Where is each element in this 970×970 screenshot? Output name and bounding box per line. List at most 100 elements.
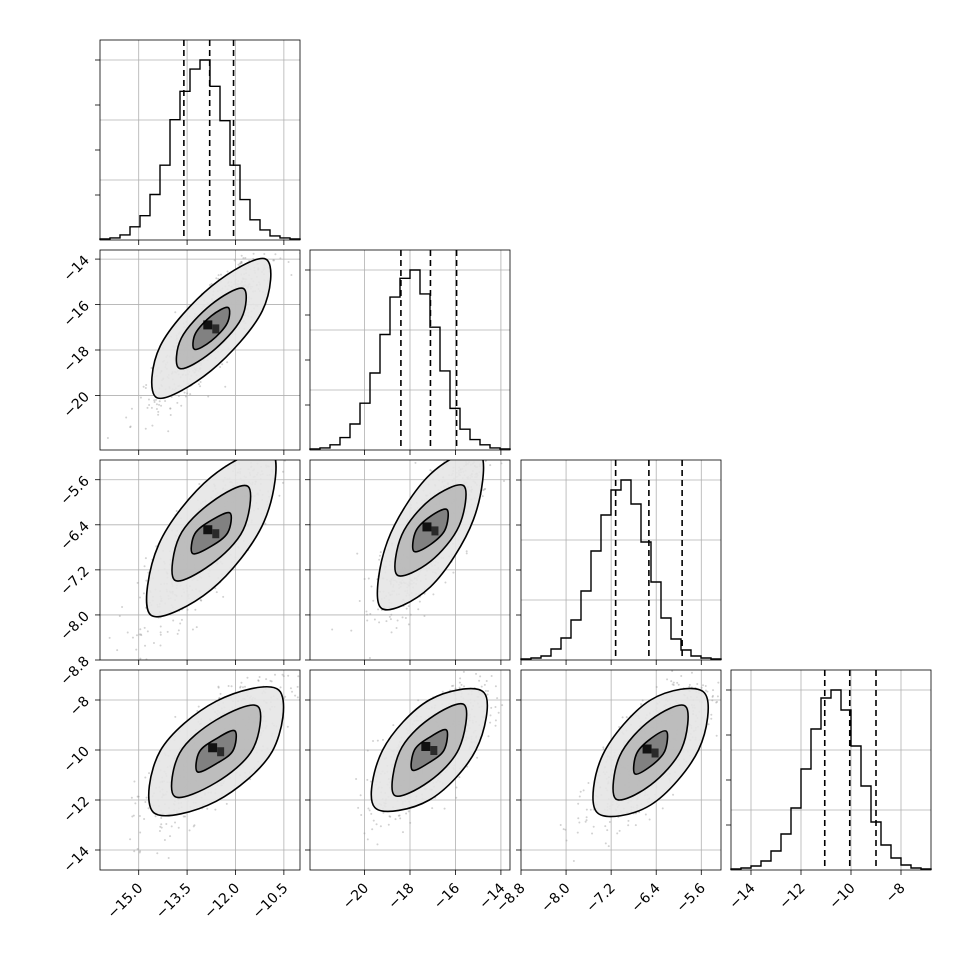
scatter-point xyxy=(186,392,189,395)
panel-content xyxy=(106,241,300,440)
scatter-point xyxy=(243,685,246,688)
x-tick-label: −18 xyxy=(385,880,417,912)
scatter-point xyxy=(297,675,300,678)
scatter-point xyxy=(459,677,462,680)
scatter-point xyxy=(240,254,243,257)
scatter-point xyxy=(121,605,124,608)
scatter-panel-1-0: −20−18−16−14 xyxy=(61,241,301,455)
scatter-point xyxy=(139,850,142,853)
density-peak xyxy=(421,742,431,751)
histogram-panel-1 xyxy=(305,249,511,455)
x-tick-label: −16 xyxy=(431,880,463,912)
scatter-point xyxy=(287,260,290,263)
scatter-point xyxy=(152,641,155,644)
contour-line-1 xyxy=(171,484,252,582)
scatter-point xyxy=(195,626,198,629)
scatter-point xyxy=(389,815,392,818)
scatter-point xyxy=(139,657,142,660)
y-tick-label: −10 xyxy=(61,744,93,776)
scatter-point xyxy=(367,807,370,810)
scatter-point xyxy=(147,398,150,401)
scatter-point xyxy=(153,399,156,402)
scatter-point xyxy=(291,664,293,666)
scatter-point xyxy=(159,625,162,628)
scatter-point xyxy=(451,427,453,429)
scatter-point xyxy=(133,780,136,783)
scatter-point xyxy=(368,657,371,660)
histogram-panel-3: −14 −12 −10 −8 xyxy=(726,669,932,913)
scatter-point xyxy=(226,361,229,364)
scatter-point xyxy=(405,607,408,610)
scatter-point xyxy=(126,631,129,634)
scatter-point xyxy=(501,704,504,707)
scatter-point xyxy=(265,452,267,454)
contour-line-1 xyxy=(391,703,468,797)
scatter-point xyxy=(135,634,138,637)
scatter-point xyxy=(296,685,299,688)
scatter-point xyxy=(470,455,472,457)
scatter-point xyxy=(273,259,276,262)
scatter-point xyxy=(481,495,484,498)
scatter-point xyxy=(150,367,153,370)
scatter-point xyxy=(95,684,97,686)
scatter-point xyxy=(258,675,261,678)
scatter-point xyxy=(366,838,369,841)
scatter-point xyxy=(281,443,283,445)
scatter-point xyxy=(206,807,209,810)
scatter-point xyxy=(241,433,243,435)
scatter-point xyxy=(444,581,447,584)
x-tick-label: −20 xyxy=(340,880,372,912)
scatter-panel-3-1: −20 −18 −16 −14 xyxy=(305,669,511,913)
scatter-point xyxy=(155,545,158,548)
scatter-point xyxy=(495,443,497,445)
scatter-point xyxy=(245,456,247,458)
scatter-point xyxy=(265,678,268,681)
scatter-point xyxy=(281,673,284,676)
scatter-point xyxy=(331,628,334,631)
scatter-point xyxy=(138,596,141,599)
scatter-point xyxy=(264,241,266,243)
scatter-point xyxy=(378,558,381,561)
scatter-point xyxy=(484,689,487,692)
panel-frame xyxy=(520,459,722,661)
scatter-point xyxy=(370,812,373,815)
scatter-point xyxy=(582,789,585,792)
scatter-point xyxy=(193,824,196,827)
scatter-point xyxy=(625,716,628,719)
scatter-point xyxy=(272,451,274,453)
scatter-point xyxy=(139,633,142,636)
scatter-point xyxy=(366,619,369,622)
scatter-point xyxy=(189,393,192,396)
panel-frame xyxy=(99,39,301,241)
scatter-point xyxy=(134,802,137,805)
scatter-point xyxy=(210,282,213,285)
contour-line-1 xyxy=(394,484,467,577)
scatter-point xyxy=(465,445,467,447)
scatter-point xyxy=(409,613,412,616)
panel-content xyxy=(355,670,504,846)
scatter-panel-2-1 xyxy=(305,427,511,665)
scatter-point xyxy=(153,401,156,404)
scatter-point xyxy=(494,685,497,688)
scatter-point xyxy=(264,452,266,454)
contour-line-0 xyxy=(190,511,233,555)
scatter-point xyxy=(485,679,488,682)
scatter-point xyxy=(256,456,258,458)
scatter-point xyxy=(296,424,298,426)
scatter-point xyxy=(239,262,242,265)
scatter-point xyxy=(479,675,482,678)
density-peak xyxy=(217,747,225,757)
scatter-point xyxy=(585,808,588,811)
scatter-point xyxy=(263,447,265,449)
scatter-point xyxy=(144,557,147,560)
scatter-point xyxy=(495,434,497,436)
scatter-point xyxy=(159,644,162,647)
scatter-point xyxy=(261,247,263,249)
scatter-point xyxy=(167,430,170,433)
scatter-point xyxy=(164,399,167,402)
scatter-point xyxy=(487,452,489,454)
scatter-point xyxy=(136,795,139,798)
scatter-point xyxy=(369,613,372,616)
scatter-point xyxy=(379,825,382,828)
